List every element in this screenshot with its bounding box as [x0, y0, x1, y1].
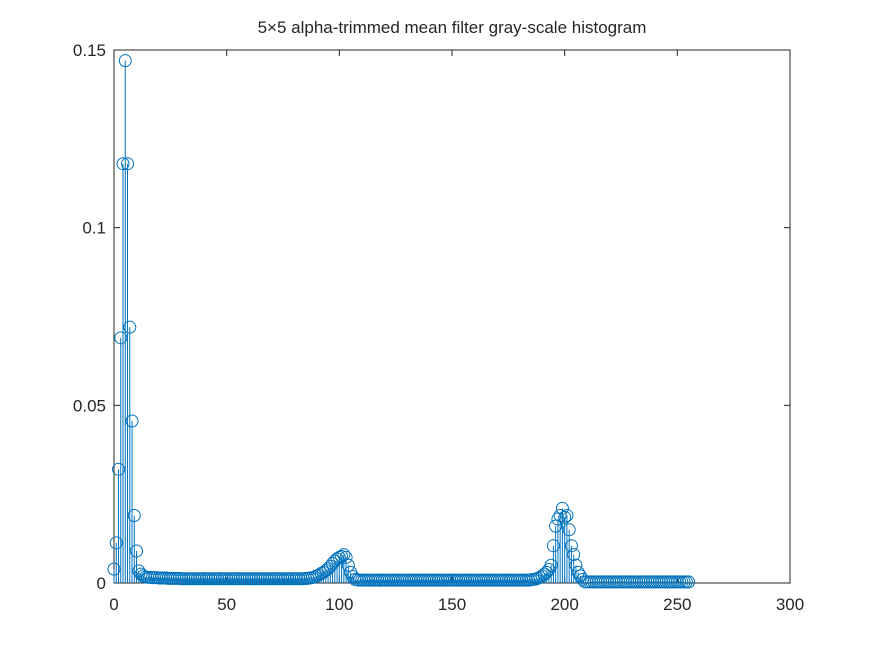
- stem-marker: [562, 523, 576, 537]
- stem-marker: [558, 510, 572, 524]
- stem-marker: [546, 539, 560, 553]
- stem-marker: [567, 548, 581, 562]
- stem-marker: [123, 320, 137, 334]
- stem-marker: [564, 539, 578, 553]
- stem-marker: [555, 501, 569, 515]
- chart-title: 5×5 alpha-trimmed mean filter gray-scale…: [258, 18, 647, 37]
- x-tick-label: 200: [550, 595, 578, 614]
- y-tick-label: 0: [97, 574, 106, 593]
- x-tick-label: 150: [438, 595, 466, 614]
- x-tick-label: 300: [776, 595, 804, 614]
- stem-marker: [109, 536, 123, 550]
- x-tick-label: 50: [217, 595, 236, 614]
- y-tick-label: 0.05: [73, 396, 106, 415]
- stem-marker: [533, 570, 547, 584]
- stem-marker: [537, 567, 551, 581]
- stem-marker: [127, 508, 141, 522]
- x-tick-label: 100: [325, 595, 353, 614]
- y-tick-label: 0.1: [82, 219, 106, 238]
- x-tick-label: 250: [663, 595, 691, 614]
- stem-marker: [118, 54, 132, 68]
- stem-marker: [682, 575, 696, 589]
- stem-marker: [332, 550, 346, 564]
- stem-marker: [341, 558, 355, 572]
- stem-marker: [560, 508, 574, 522]
- stem-marker: [544, 558, 558, 572]
- stem-marker: [540, 565, 554, 579]
- stem-marker: [339, 550, 353, 564]
- stem-marker: [125, 414, 139, 428]
- x-tick-label: 0: [109, 595, 118, 614]
- y-tick-label: 0.15: [73, 41, 106, 60]
- stem-marker: [121, 157, 135, 171]
- stem-marker: [571, 565, 585, 579]
- stem-marker: [314, 566, 328, 580]
- stem-marker: [116, 157, 130, 171]
- stem-marker: [319, 564, 333, 578]
- stem-marker: [114, 331, 128, 345]
- stem-marker: [130, 544, 144, 558]
- stem-marker: [335, 549, 349, 563]
- stem-marker: [112, 462, 126, 476]
- stem-marker: [107, 562, 121, 576]
